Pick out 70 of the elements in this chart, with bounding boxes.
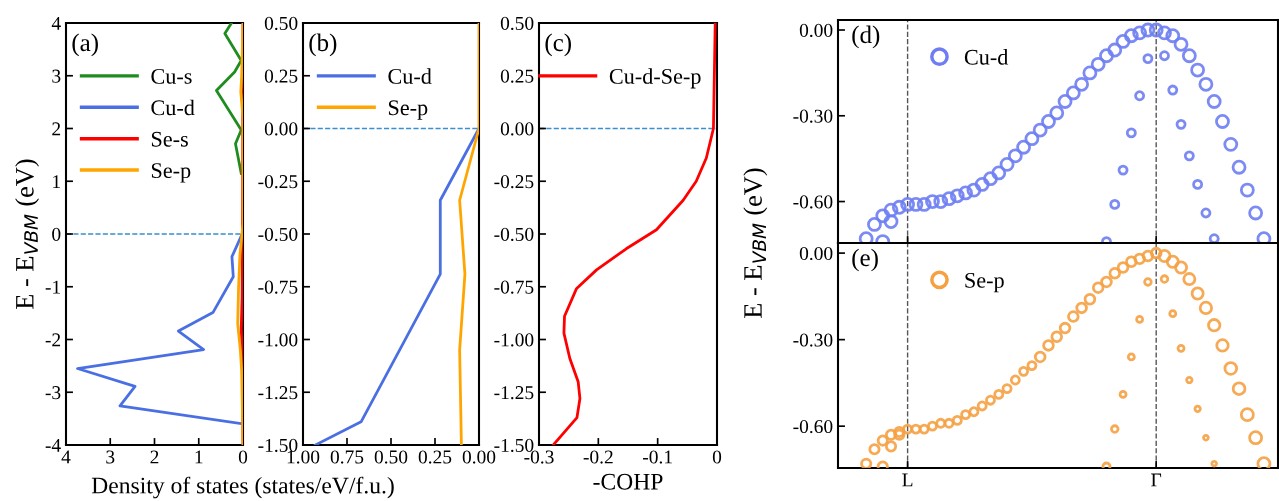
legend-label: Se-p xyxy=(965,272,1004,293)
y-tick-label: 0.25 xyxy=(264,69,298,83)
y-tick-label: -0.75 xyxy=(494,280,534,294)
line-series xyxy=(313,127,479,445)
y-tick-label: -0.60 xyxy=(793,195,833,209)
y-tick-label: -1.25 xyxy=(258,386,298,400)
y-tick-label: 0.25 xyxy=(500,69,534,83)
x-tick-label: 0.75 xyxy=(330,450,364,464)
x-tick-label: 0 xyxy=(238,450,248,464)
x-tick-label: 1 xyxy=(195,450,203,464)
y-tick-label: 0.00 xyxy=(799,246,833,261)
y-tick-label: -3 xyxy=(45,386,61,400)
y-tick-label: -1.00 xyxy=(494,333,534,347)
x-tick-label: 0.25 xyxy=(418,450,452,464)
y-axis-title: E - E$_{VBM}$ (eV) xyxy=(15,159,40,309)
y-tick-label: -1.25 xyxy=(494,386,534,400)
x-tick-label: 0 xyxy=(712,450,722,464)
y-tick-label: 0.00 xyxy=(799,23,833,38)
x-tick-label: 2 xyxy=(150,450,159,464)
line-series xyxy=(76,232,243,426)
x-tick-label: 0.50 xyxy=(374,450,408,464)
y-tick-label: 2 xyxy=(52,122,61,136)
annotation: (a) xyxy=(72,33,98,57)
y-tick-label: -4 xyxy=(45,438,61,452)
line-series xyxy=(215,23,243,175)
y-tick-label: 3 xyxy=(52,69,61,83)
x-tick-label: Γ xyxy=(1151,473,1162,487)
y-tick-label: 0.00 xyxy=(500,122,534,136)
y-tick-label: 0.50 xyxy=(500,16,534,31)
annotation: (e) xyxy=(852,248,878,272)
annotation: (c) xyxy=(545,33,571,57)
y-tick-label: 4 xyxy=(51,16,61,30)
legend-label: Se-s xyxy=(151,131,188,147)
x-tick-label: -0.2 xyxy=(583,450,613,464)
y-tick-label: -0.30 xyxy=(793,333,833,347)
x-tick-label: 4 xyxy=(61,450,71,464)
legend-label: Cu-d xyxy=(151,99,195,116)
y-tick-label: -1.00 xyxy=(258,333,298,347)
x-tick-label: 1.00 xyxy=(287,450,320,464)
y-tick-label: 0.00 xyxy=(264,122,298,136)
annotation: (d) xyxy=(852,25,880,49)
y-tick-label: -1 xyxy=(45,280,60,294)
x-tick-label: 0.00 xyxy=(462,450,496,464)
y-tick-label: -0.50 xyxy=(258,227,298,242)
y-axis-title: E - E$_{VBM}$ (eV) xyxy=(743,168,768,318)
x-tick-label: -0.1 xyxy=(643,450,672,464)
legend-label: Cu-s xyxy=(151,68,192,84)
y-tick-label: -1.50 xyxy=(494,438,534,453)
legend-label: Se-p xyxy=(151,163,191,183)
legend-label: Cu-d-Se-p xyxy=(609,68,701,89)
y-tick-label: 0.50 xyxy=(264,16,298,31)
y-tick-label: -0.75 xyxy=(258,280,298,294)
y-tick-label: 0 xyxy=(52,227,61,241)
legend-label: Cu-d xyxy=(388,68,432,84)
y-tick-label: 1 xyxy=(53,175,60,188)
y-tick-label: -0.50 xyxy=(494,227,534,242)
x-tick-label: -0.3 xyxy=(524,450,554,464)
y-tick-label: -2 xyxy=(45,333,61,347)
x-axis-title: Density of states (states/eV/f.u.) xyxy=(91,476,394,499)
legend-label: Se-p xyxy=(388,100,428,120)
y-tick-label: -1.50 xyxy=(258,438,298,453)
y-tick-label: -0.60 xyxy=(793,419,833,434)
y-tick-label: -0.30 xyxy=(793,109,833,123)
x-axis-title: -COHP xyxy=(593,473,663,490)
y-tick-label: -0.25 xyxy=(494,175,534,189)
legend-label: Cu-d xyxy=(964,49,1009,65)
y-tick-label: -0.25 xyxy=(258,175,298,189)
x-tick-label: L xyxy=(902,473,913,487)
annotation: (b) xyxy=(309,33,337,57)
x-tick-label: 3 xyxy=(106,450,115,464)
